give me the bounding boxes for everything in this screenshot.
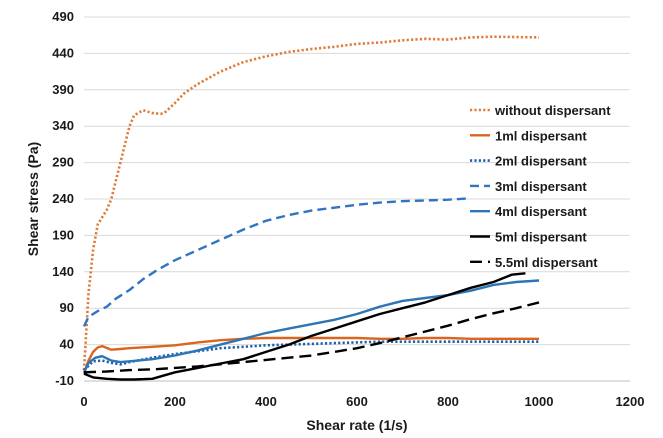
- y-tick-label: 40: [60, 337, 74, 352]
- y-tick-label: 290: [52, 155, 74, 170]
- y-tick-label: 390: [52, 82, 74, 97]
- x-tick-label: 400: [255, 394, 277, 409]
- x-tick-label: 1000: [525, 394, 554, 409]
- x-tick-label: 1200: [616, 394, 645, 409]
- legend-label: without dispersant: [494, 103, 611, 118]
- legend-label: 5.5ml dispersant: [495, 255, 598, 270]
- series-lines: [82, 35, 540, 381]
- legend-label: 4ml dispersant: [495, 204, 587, 219]
- x-tick-label: 600: [346, 394, 368, 409]
- series-line-4: [82, 197, 471, 327]
- y-tick-labels: -10 40 90 140 190 240 290 340 390 440 490: [52, 9, 74, 388]
- x-tick-label: 0: [80, 394, 87, 409]
- legend-label: 5ml dispersant: [495, 230, 587, 245]
- y-axis-title: Shear stress (Pa): [25, 142, 41, 256]
- x-tick-labels: 0 200 400 600 800 1000 1200: [80, 394, 644, 409]
- y-tick-label: 490: [52, 9, 74, 24]
- y-tick-label: 90: [60, 300, 74, 315]
- legend-label: 3ml dispersant: [495, 179, 587, 194]
- legend-label: 2ml dispersant: [495, 154, 587, 169]
- y-tick-label: 340: [52, 118, 74, 133]
- series-line-2: [82, 336, 539, 375]
- y-tick-label: 440: [52, 45, 74, 60]
- y-tick-label: 240: [52, 191, 74, 206]
- grid-lines: [84, 16, 630, 346]
- legend-label: 1ml dispersant: [495, 128, 587, 143]
- x-tick-label: 800: [437, 394, 459, 409]
- series-line-3: [83, 340, 539, 372]
- y-tick-label: 140: [52, 264, 74, 279]
- series-line-6: [83, 272, 526, 381]
- x-axis-title: Shear rate (1/s): [306, 417, 407, 433]
- series-line-5: [82, 279, 540, 373]
- series-line-7: [83, 301, 540, 374]
- y-tick-label: 190: [52, 227, 74, 242]
- series-line-1: [82, 35, 540, 371]
- y-tick-label: -10: [55, 373, 74, 388]
- legend: without dispersant 1ml dispersant 2ml disp…: [470, 103, 611, 270]
- x-tick-label: 200: [164, 394, 186, 409]
